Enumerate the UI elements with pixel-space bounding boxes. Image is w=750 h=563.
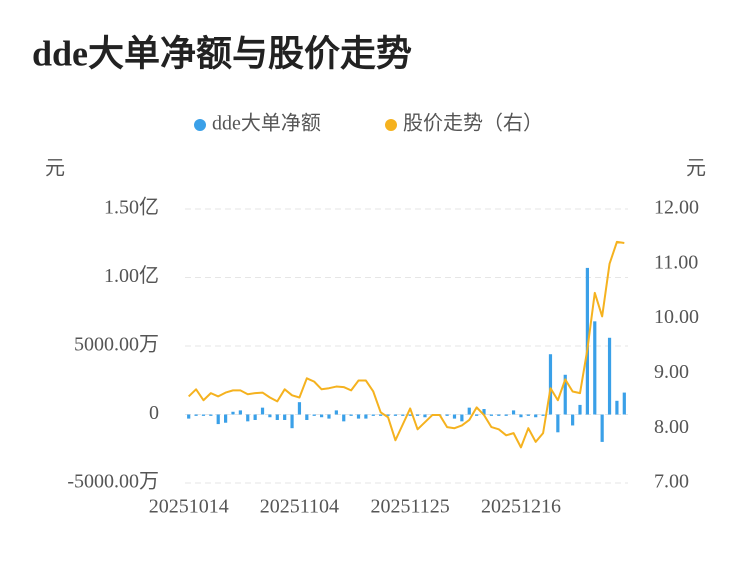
bar: [327, 414, 331, 419]
bar: [571, 414, 575, 426]
bar: [305, 414, 309, 420]
bar: [489, 414, 494, 416]
bar: [253, 414, 257, 420]
legend-label: 股价走势（右）: [403, 112, 543, 135]
bar: [364, 414, 368, 419]
bar: [224, 414, 228, 423]
bar: [615, 400, 619, 415]
legend-label: dde大单净额: [212, 112, 321, 135]
y-tick-label: 1.00亿: [104, 264, 159, 287]
bar: [607, 337, 612, 415]
bar: [452, 414, 457, 419]
bar: [511, 410, 516, 415]
bar: [482, 409, 486, 415]
bar: [519, 414, 523, 418]
bar: [393, 414, 398, 416]
bar: [371, 414, 375, 416]
legend-marker: [194, 119, 206, 131]
bar: [548, 354, 553, 415]
bar: [334, 410, 338, 415]
y2-tick-label: 10.00: [654, 306, 699, 328]
bar: [415, 414, 420, 416]
legend-marker: [385, 119, 397, 131]
bar: [260, 407, 265, 415]
bar: [342, 414, 346, 422]
bar: [201, 414, 206, 416]
bar: [534, 414, 538, 418]
bar: [246, 414, 250, 422]
y-axis-unit: 元: [45, 158, 65, 180]
bar: [460, 414, 464, 422]
y2-axis-unit: 元: [686, 158, 706, 180]
bar: [445, 414, 449, 416]
bar: [467, 407, 471, 415]
bar: [275, 414, 279, 420]
y2-tick-label: 9.00: [654, 361, 689, 383]
bar: [526, 414, 530, 416]
y2-tick-label: 12.00: [654, 197, 699, 219]
bar: [423, 414, 427, 418]
bar: [556, 414, 560, 433]
chart-title: dde大单净额与股价走势: [32, 33, 412, 73]
y2-tick-label: 8.00: [654, 416, 689, 438]
bar: [622, 392, 626, 415]
bar: [290, 414, 294, 429]
bar: [312, 414, 316, 416]
bar: [563, 374, 567, 415]
bar: [386, 414, 390, 416]
x-tick-label: 20251216: [481, 496, 561, 518]
price-line: [187, 240, 625, 449]
bar: [504, 414, 508, 416]
y-tick-label: 1.50亿: [104, 196, 159, 219]
bar: [593, 321, 597, 415]
bar: [297, 402, 302, 415]
bar: [379, 414, 383, 416]
bar: [408, 414, 412, 416]
x-tick-label: 20251125: [371, 496, 450, 518]
bar: [541, 414, 545, 416]
x-tick-label: 20251014: [149, 496, 229, 518]
bar: [194, 414, 198, 416]
bar: [401, 414, 405, 416]
x-tick-label: 20251104: [260, 496, 339, 518]
y-tick-label: -5000.00万: [67, 471, 159, 493]
y-tick-label: 5000.00万: [74, 334, 159, 356]
bar: [231, 411, 235, 415]
bar: [578, 404, 582, 415]
bar: [238, 410, 242, 415]
bar: [216, 414, 220, 425]
bar: [475, 414, 479, 416]
y2-tick-label: 7.00: [654, 471, 689, 493]
bar: [319, 414, 324, 418]
y2-tick-label: 11.00: [654, 251, 698, 273]
bar: [497, 414, 501, 416]
bar: [209, 414, 213, 416]
bar: [600, 414, 604, 442]
bar: [283, 414, 287, 420]
bar: [349, 414, 353, 416]
bar: [268, 414, 272, 418]
bar: [585, 267, 589, 415]
y-tick-label: 0: [149, 402, 159, 424]
bar: [356, 414, 361, 419]
bar: [187, 414, 191, 419]
